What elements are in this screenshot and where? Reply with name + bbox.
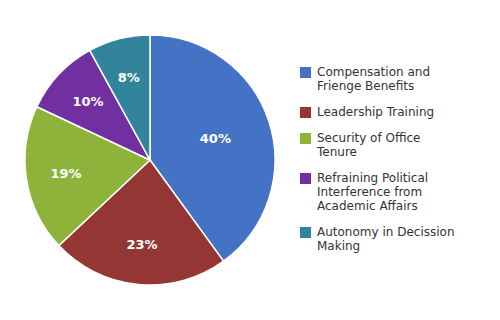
legend-label-line: Leadership Training <box>317 105 434 119</box>
legend-label-line: Compensation and <box>317 65 430 79</box>
legend-swatch <box>300 227 311 238</box>
pie <box>25 35 275 285</box>
legend-label-line: Frienge Benefits <box>317 79 414 93</box>
legend-label-line: Tenure <box>316 145 357 159</box>
legend-label-line: Making <box>317 239 360 253</box>
legend-label: Refraining PoliticalInterference fromAca… <box>317 171 428 213</box>
legend-label-line: Autonomy in Decission <box>317 225 455 239</box>
data-label: 10% <box>72 94 103 109</box>
legend-swatch <box>300 107 311 118</box>
legend-label: Leadership Training <box>317 105 434 119</box>
legend-swatch <box>300 173 311 184</box>
legend: Compensation andFrienge Benefits Leadersh… <box>300 65 455 253</box>
legend-label: Autonomy in DecissionMaking <box>317 225 455 253</box>
legend-label-line: Security of Office <box>317 131 421 145</box>
data-label: 23% <box>126 237 157 252</box>
data-label: 8% <box>118 70 140 85</box>
chart: 40% 23% 19% 10% 8% Compensation andFrienge Be… <box>0 0 500 320</box>
legend-label-line: Academic Affairs <box>317 199 418 213</box>
legend-label: Security of OfficeTenure <box>316 131 421 159</box>
legend-label: Compensation andFrienge Benefits <box>317 65 430 93</box>
data-label: 40% <box>200 131 231 146</box>
legend-label-line: Refraining Political <box>317 171 428 185</box>
data-labels: 40% 23% 19% 10% 8% <box>50 70 230 252</box>
data-label: 19% <box>50 166 81 181</box>
legend-label-line: Interference from <box>317 185 422 199</box>
legend-swatch <box>300 67 311 78</box>
legend-swatch <box>300 133 311 144</box>
